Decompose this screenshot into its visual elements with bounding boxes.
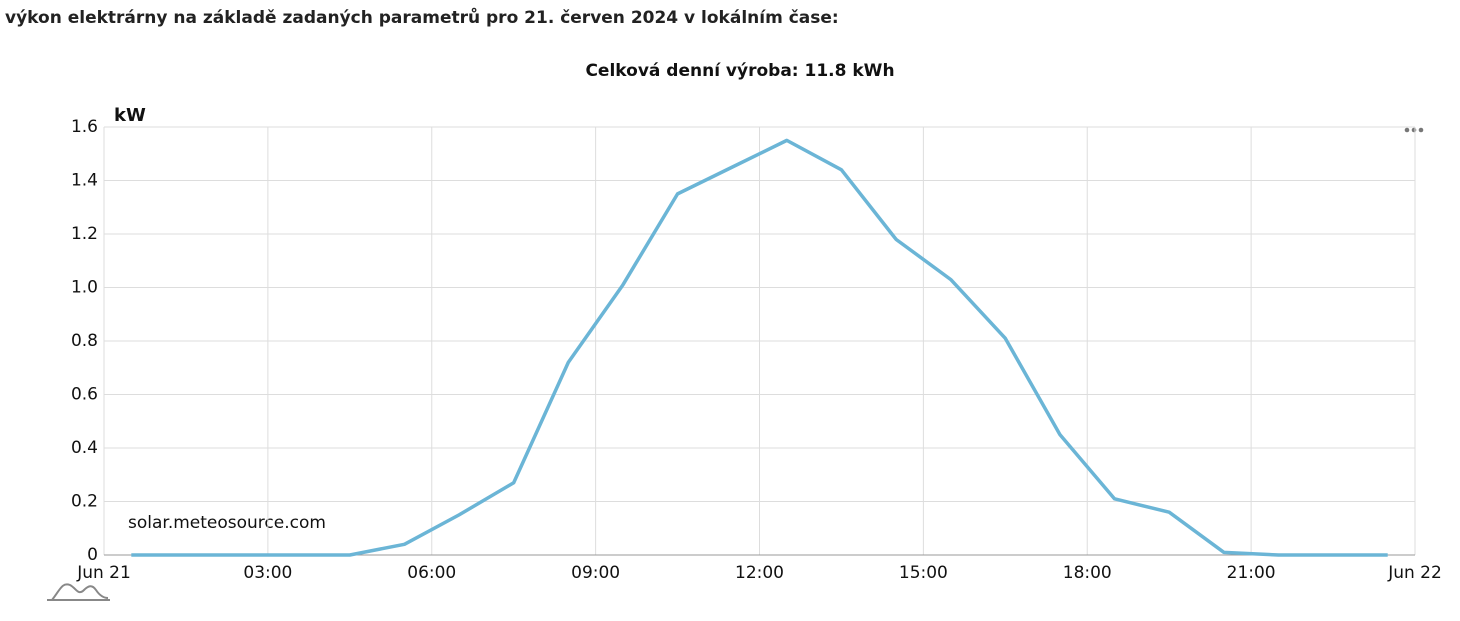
y-tick-label: 0.2 bbox=[71, 492, 98, 512]
x-tick-label: 09:00 bbox=[571, 563, 620, 583]
x-tick-label: 15:00 bbox=[899, 563, 948, 583]
menu-dot[interactable] bbox=[1418, 127, 1424, 133]
x-tick-label: 21:00 bbox=[1227, 563, 1276, 583]
menu-dot[interactable] bbox=[1411, 127, 1417, 133]
x-tick-label: 12:00 bbox=[735, 563, 784, 583]
data-line bbox=[131, 138, 1388, 557]
menu-dot[interactable] bbox=[1404, 127, 1410, 133]
y-axis-unit: kW bbox=[114, 105, 146, 126]
x-tick-label: 18:00 bbox=[1063, 563, 1112, 583]
watermark: solar.meteosource.com bbox=[128, 513, 326, 533]
menu-button[interactable] bbox=[1404, 127, 1424, 133]
logo bbox=[47, 583, 110, 601]
chart-title: Celková denní výroba: 11.8 kWh bbox=[585, 61, 894, 81]
y-tick-label: 0.8 bbox=[71, 331, 98, 351]
y-tick-label: 0 bbox=[87, 545, 98, 565]
y-tick-label: 0.4 bbox=[71, 438, 98, 458]
y-tick-label: 1.4 bbox=[71, 171, 98, 191]
x-tick-label: 03:00 bbox=[243, 563, 292, 583]
page-heading: výkon elektrárny na základě zadaných par… bbox=[5, 8, 839, 28]
y-tick-label: 1.0 bbox=[71, 278, 98, 298]
x-tick-label: Jun 21 bbox=[76, 563, 131, 583]
y-tick-label: 1.6 bbox=[71, 117, 98, 137]
x-tick-label: 06:00 bbox=[407, 563, 456, 583]
logo-curve bbox=[51, 583, 109, 601]
x-tick-label: Jun 22 bbox=[1387, 563, 1442, 583]
y-tick-label: 1.2 bbox=[71, 224, 98, 244]
y-tick-label: 0.6 bbox=[71, 385, 98, 405]
